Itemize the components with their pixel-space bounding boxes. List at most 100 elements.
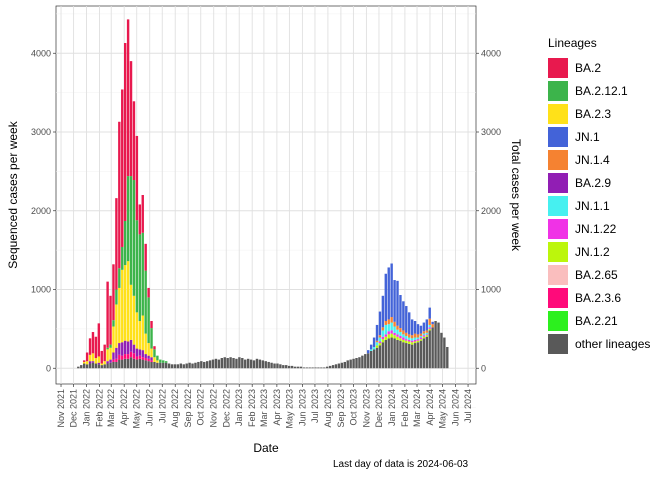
bar-segment	[273, 363, 276, 369]
bar-segment	[123, 43, 127, 221]
bar-segment	[337, 363, 341, 369]
bar-segment	[410, 338, 414, 341]
bar-segment	[150, 357, 153, 361]
bar-segment	[182, 364, 185, 369]
bar-segment	[138, 358, 142, 369]
bar-segment	[147, 297, 150, 344]
bar-segment	[428, 307, 431, 319]
legend-swatch	[548, 80, 568, 101]
legend-swatch	[548, 241, 568, 262]
bar-segment	[387, 267, 390, 320]
x-tick-label: Apr 2024	[425, 389, 435, 426]
bar-segment	[413, 341, 417, 344]
bar-segment	[422, 331, 426, 334]
bar-segment	[91, 362, 95, 369]
bar-segment	[188, 362, 191, 369]
y-tick-label: 0	[46, 363, 51, 373]
bar-segment	[425, 335, 428, 337]
bar-segment	[167, 363, 171, 369]
bar-segment	[419, 337, 423, 340]
x-tick-label: Jul 2023	[310, 389, 320, 423]
bar-segment	[381, 339, 385, 343]
x-tick-label: Jun 2022	[145, 389, 155, 426]
bar-segment	[223, 357, 226, 369]
bar-segment	[229, 357, 232, 369]
bar-segment	[416, 334, 420, 338]
y2-tick-label: 3000	[481, 127, 501, 137]
legend-swatch	[548, 149, 568, 170]
bar-segment	[410, 344, 414, 369]
bar-segment	[97, 362, 101, 365]
bar-segment	[416, 339, 420, 341]
bar-segment	[147, 355, 150, 359]
bar-segment	[387, 331, 390, 335]
bar-segment	[276, 363, 279, 369]
bar-segment	[85, 364, 89, 369]
bar-segment	[109, 347, 112, 360]
x-tick-label: Jul 2022	[157, 389, 167, 423]
bar-segment	[279, 364, 282, 369]
bar-segment	[147, 361, 150, 369]
bar-segment	[437, 322, 440, 369]
bar-segment	[308, 367, 311, 369]
bar-segment	[208, 360, 212, 369]
bar-segment	[299, 366, 303, 369]
bar-segment	[413, 337, 417, 340]
y-axis-left: 0 1000 2000 3000 4000	[31, 48, 56, 373]
bar-segment	[85, 352, 89, 362]
bar-segment	[159, 362, 162, 369]
bar-segment	[375, 345, 379, 348]
bar-segment	[126, 19, 130, 177]
legend-item: BA.2.65	[548, 263, 650, 286]
legend-swatch	[548, 103, 568, 124]
bar-segment	[118, 268, 121, 288]
legend-label: BA.2.3	[575, 106, 612, 121]
bar-segment	[238, 357, 241, 369]
x-tick-label: Feb 2024	[400, 389, 410, 427]
bar-segment	[112, 361, 115, 369]
legend-item: BA.2.12.1	[548, 79, 650, 102]
legend-swatch	[548, 287, 568, 308]
bar-segment	[123, 340, 127, 355]
bar-segment	[375, 324, 379, 341]
legend-label: BA.2.9	[575, 175, 612, 190]
bar-segment	[425, 334, 428, 336]
bar-segment	[141, 350, 144, 358]
bar-segment	[399, 332, 402, 336]
legend-swatch	[548, 310, 568, 331]
bar-segment	[156, 360, 159, 363]
bar-segment	[261, 360, 265, 369]
bar-segment	[372, 349, 376, 369]
bar-segment	[118, 359, 121, 369]
bar-segment	[410, 335, 414, 339]
x-tick-label: Feb 2023	[247, 389, 257, 427]
bar-segment	[109, 295, 112, 345]
bar-segment	[103, 344, 106, 362]
legend-swatch	[548, 218, 568, 239]
bar-segment	[220, 358, 224, 369]
bar-segment	[159, 359, 162, 363]
lineage-chart: 0 1000 2000 3000 4000 0 1000 2000 3000 4000 Nov …	[6, 5, 523, 455]
bar-segment	[387, 319, 390, 325]
bar-segment	[381, 295, 385, 328]
bar-segment	[121, 342, 124, 356]
x-tick-label: May 2022	[132, 389, 142, 429]
bar-segment	[129, 176, 133, 285]
bar-segment	[118, 343, 121, 355]
bar-segment	[405, 340, 408, 344]
y2-axis-title: Total cases per week	[509, 139, 523, 252]
bar-segment	[135, 220, 139, 313]
bar-segment	[144, 354, 147, 359]
bar-segment	[413, 321, 417, 334]
x-tick-label: Oct 2023	[348, 389, 358, 426]
bar-segment	[428, 328, 431, 331]
legend-item: JN.1	[548, 125, 650, 148]
bar-segment	[285, 365, 288, 369]
bar-segment	[402, 334, 405, 338]
bar-segment	[405, 332, 408, 336]
bar-segment	[115, 304, 118, 348]
bar-segment	[381, 330, 385, 337]
x-tick-label: Oct 2022	[196, 389, 206, 426]
bar-segment	[446, 346, 449, 369]
bar-segment	[80, 365, 83, 369]
